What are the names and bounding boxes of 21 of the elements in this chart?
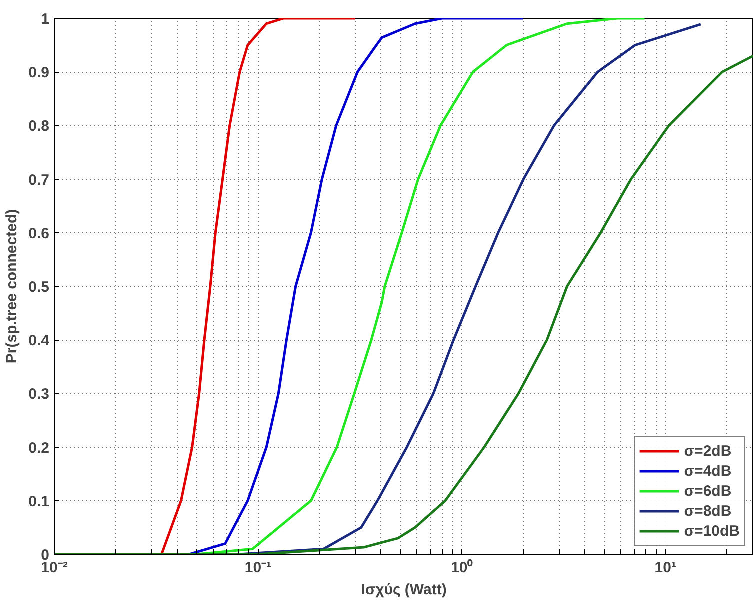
- x-tick-label: 10⁻¹: [244, 560, 272, 576]
- legend-label: σ=2dB: [684, 442, 732, 460]
- y-tick-label: 1: [41, 11, 50, 28]
- y-tick-label: 0.9: [28, 64, 50, 82]
- legend-label: σ=10dB: [684, 522, 740, 540]
- y-tick-label: 0.3: [28, 386, 50, 404]
- legend-label: σ=4dB: [684, 462, 732, 480]
- y-tick-label: 0.4: [28, 332, 50, 350]
- y-tick-label: 0.8: [28, 118, 50, 136]
- y-tick-label: 0.7: [28, 172, 50, 189]
- x-tick-label: 10⁰: [451, 558, 474, 576]
- y-tick-label: 0.6: [28, 225, 50, 242]
- x-axis-title: Ισχύς (Watt): [361, 582, 447, 598]
- y-tick-label: 0.2: [28, 440, 50, 457]
- x-tick-label: 10¹: [654, 560, 676, 576]
- legend-label: σ=8dB: [684, 502, 732, 520]
- y-tick-label: 0.5: [28, 279, 50, 296]
- legend-label: σ=6dB: [684, 482, 732, 500]
- y-axis-title: Pr(sp.tree connected): [4, 209, 21, 364]
- x-tick-label: 10⁻²: [41, 560, 68, 576]
- y-tick-label: 0.1: [28, 493, 50, 510]
